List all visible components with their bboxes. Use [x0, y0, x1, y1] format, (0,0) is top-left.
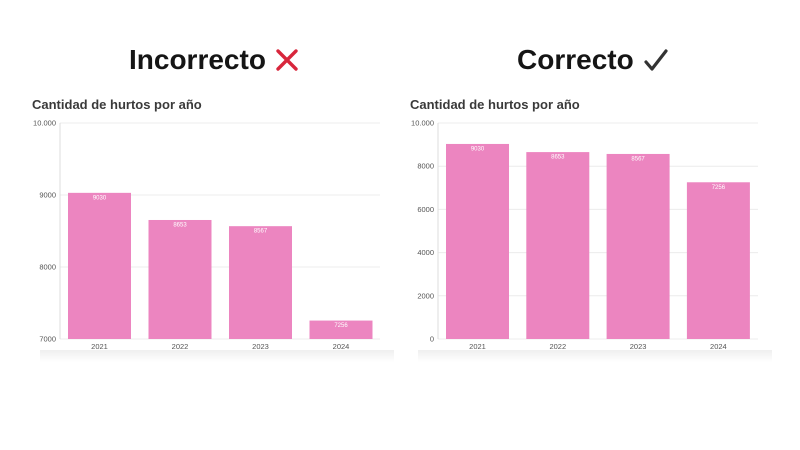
chart-right-xtick-label: 2022: [549, 342, 566, 351]
chart-right-ytick-label: 10.000: [411, 119, 434, 128]
chart-left-ytick-label: 7000: [39, 335, 56, 344]
chart-left-xtick-label: 2024: [333, 342, 350, 351]
chart-right-ytick-label: 4000: [417, 248, 434, 257]
chart-right-bar: [526, 152, 590, 339]
chart-right-bar: [446, 143, 509, 339]
chart-right-title: Cantidad de hurtos por año: [410, 97, 580, 112]
chart-left-bar: [148, 219, 212, 339]
chart-left-data-label: 9030: [93, 195, 107, 201]
heading-incorrect: Incorrecto: [129, 40, 300, 80]
chart-right-ytick-label: 8000: [417, 162, 434, 171]
chart-right-data-label: 8567: [631, 156, 645, 162]
check-mark-icon: [644, 49, 668, 71]
chart-left-xtick-label: 2021: [91, 342, 108, 351]
chart-right-data-label: 7256: [712, 185, 726, 191]
chart-right-footer-shadow: [418, 350, 772, 362]
chart-left-title: Cantidad de hurtos por año: [32, 97, 202, 112]
heading-incorrect-text: Incorrecto: [129, 44, 266, 75]
chart-left-ytick-label: 8000: [39, 263, 56, 272]
chart-right-ytick-label: 2000: [417, 291, 434, 300]
heading-correct-text: Correcto: [517, 44, 634, 75]
chart-right-bar: [686, 182, 750, 339]
chart-right-data-label: 8653: [551, 155, 565, 161]
chart-right-ytick-label: 0: [430, 335, 434, 344]
chart-right-bar: [606, 153, 670, 339]
chart-left-data-label: 8567: [254, 229, 268, 235]
chart-left-bar: [309, 320, 373, 339]
chart-left-xtick-label: 2023: [252, 342, 269, 351]
chart-left-footer-shadow: [40, 350, 394, 362]
chart-left-data-label: 7256: [334, 323, 348, 329]
chart-right-ytick-label: 6000: [417, 205, 434, 214]
chart-left-xtick-label: 2022: [172, 342, 189, 351]
chart-left-ytick-label: 9000: [39, 191, 56, 200]
chart-right-data-label: 9030: [471, 146, 485, 152]
chart-left-ytick-label: 10.000: [33, 119, 56, 128]
heading-correct: Correcto: [517, 40, 670, 80]
cross-mark-icon: [276, 49, 298, 71]
chart-right-xtick-label: 2023: [630, 342, 647, 351]
chart-left-data-label: 8653: [173, 222, 187, 228]
chart-left-bar: [68, 192, 131, 339]
chart-right-xtick-label: 2024: [710, 342, 727, 351]
chart-right-xtick-label: 2021: [469, 342, 486, 351]
chart-left-bar: [229, 226, 292, 339]
